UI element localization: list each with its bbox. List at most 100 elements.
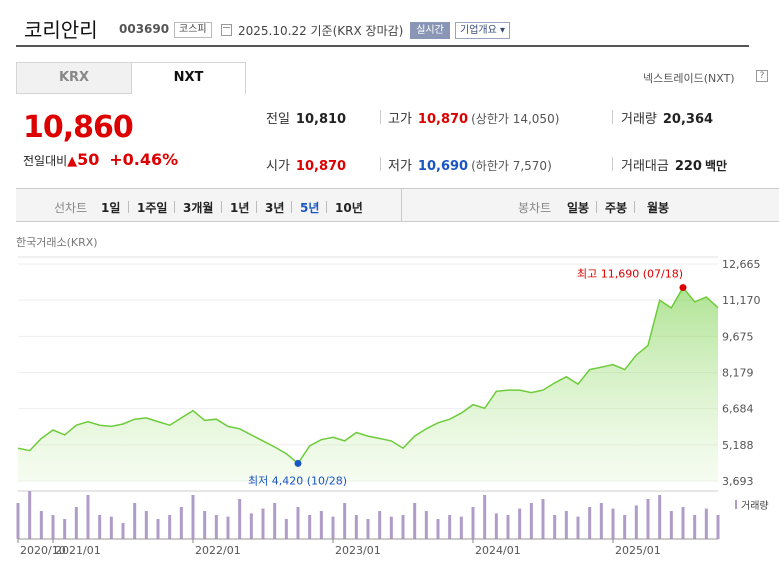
- period-3m[interactable]: 3개월: [183, 201, 214, 215]
- stat-divider: [612, 110, 613, 124]
- volume-bar: [168, 515, 172, 539]
- tab-krx[interactable]: KRX: [16, 62, 132, 94]
- period-bar: 선차트 1일 1주일 3개월 1년 3년 5년 10년 봉차트 일봉 주봉 월봉: [16, 188, 779, 222]
- volume-bar: [16, 503, 20, 539]
- volume-bar: [156, 519, 160, 539]
- company-info-button[interactable]: 기업개요 ▾: [455, 22, 510, 39]
- y-axis: 12,665 11,170 9,675 8,179 6,684 5,188 3,693: [722, 258, 761, 488]
- candle-daily[interactable]: 일봉: [567, 201, 590, 215]
- stat-open: 시가 10,870: [266, 155, 346, 174]
- period-divider: [291, 201, 292, 213]
- volume-bar: [331, 516, 335, 539]
- volume-bar: [121, 523, 125, 539]
- low-label: 저가: [388, 159, 412, 174]
- volume-bar: [436, 519, 440, 539]
- volume-bar: [646, 499, 650, 539]
- period-divider: [634, 201, 635, 213]
- volume-bar: [366, 519, 370, 539]
- trade-value: 220: [674, 159, 702, 174]
- x-tick-label: 2025/01: [615, 544, 661, 557]
- tab-nxt[interactable]: NXT: [131, 62, 246, 94]
- volume-bar: [249, 513, 253, 539]
- price-change: 전일대비▲50 +0.46%: [23, 150, 178, 169]
- volume-bar: [86, 495, 90, 539]
- period-1w[interactable]: 1주일: [137, 201, 168, 215]
- period-5y[interactable]: 5년: [300, 201, 320, 215]
- volume-bar: [693, 515, 697, 539]
- base-date: 2025.10.22 기준(KRX 장마감): [238, 24, 404, 38]
- volume-bar: [39, 511, 43, 539]
- stat-divider: [380, 110, 381, 124]
- volume-bar: [296, 507, 300, 539]
- stock-header: 코리안리 003690 코스피 2025.10.22 기준(KRX 장마감) 실…: [0, 0, 779, 47]
- low-value: 10,690: [417, 159, 469, 174]
- volume-bar: [203, 511, 207, 539]
- help-icon[interactable]: ?: [756, 70, 768, 82]
- volume-bar: [634, 505, 638, 539]
- volume-bar: [588, 507, 592, 539]
- period-divider: [128, 201, 129, 213]
- volume-bar: [28, 491, 32, 539]
- y-tick-label: 12,665: [722, 258, 761, 271]
- stat-divider: [380, 157, 381, 171]
- up-arrow-icon: ▲: [67, 154, 78, 169]
- price-line: [17, 286, 719, 465]
- stat-trade-value: 거래대금 220 백만: [621, 155, 727, 174]
- chart-annotations: 최고 11,690 (07/18) 최저 4,420 (10/28): [248, 268, 687, 487]
- volume-bar: [413, 503, 417, 539]
- stat-high: 고가 10,870 (상한가 14,050): [388, 108, 559, 127]
- x-tick-label: 2020/10: [20, 544, 66, 557]
- period-1d[interactable]: 1일: [101, 201, 121, 215]
- realtime-button[interactable]: 실시간: [410, 22, 450, 39]
- volume-bar: [378, 511, 382, 539]
- volume-bar: [459, 516, 463, 539]
- candle-weekly[interactable]: 주봉: [605, 201, 628, 215]
- volume-label: 거래량: [621, 112, 657, 127]
- volume-bar: [214, 515, 218, 539]
- volume-bar: [623, 515, 627, 539]
- volume-bar: [51, 515, 55, 539]
- period-3y[interactable]: 3년: [265, 201, 285, 215]
- period-divider: [221, 201, 222, 213]
- volume-bar: [144, 511, 148, 539]
- volume-bar: [424, 511, 428, 539]
- candle-chart-label: 봉차트: [518, 201, 552, 215]
- current-price: 10,860: [23, 110, 134, 145]
- calendar-icon: [221, 24, 232, 36]
- volume-bar: [354, 515, 358, 539]
- volume-bar: [471, 507, 475, 539]
- volume-bar: [109, 516, 113, 539]
- stat-volume: 거래량 20,364: [621, 108, 713, 127]
- change-percent: +0.46%: [109, 150, 179, 169]
- volume-bar: [343, 503, 347, 539]
- trade-value-unit: 백만: [704, 159, 728, 173]
- volume-bar: [553, 515, 557, 539]
- upper-limit: (상한가 14,050): [471, 112, 560, 126]
- period-10y[interactable]: 10년: [335, 201, 363, 215]
- low-marker: [294, 459, 302, 467]
- period-1y[interactable]: 1년: [230, 201, 250, 215]
- stock-code: 003690: [119, 22, 170, 36]
- period-bar-divider: [401, 189, 402, 221]
- volume-bar: [529, 503, 533, 539]
- candle-monthly[interactable]: 월봉: [647, 201, 670, 215]
- volume-bar: [576, 516, 580, 539]
- x-tick-label: 2024/01: [475, 544, 521, 557]
- period-divider: [256, 201, 257, 213]
- volume-bar: [681, 507, 685, 539]
- header-divider: [16, 45, 749, 47]
- high-annotation: 최고 11,690 (07/18): [577, 268, 683, 281]
- nextrade-link[interactable]: 넥스트레이드(NXT): [643, 72, 735, 85]
- x-tick-label: 2022/01: [195, 544, 241, 557]
- y-tick-label: 3,693: [722, 475, 754, 488]
- period-divider: [596, 201, 597, 213]
- volume-bar: [611, 508, 615, 539]
- volume-bar: [98, 515, 102, 539]
- volume-bar: [448, 515, 452, 539]
- x-tick-label: 2021/01: [55, 544, 101, 557]
- stat-prev-close: 전일 10,810: [266, 108, 346, 127]
- lower-limit: (하한가 7,570): [471, 159, 552, 173]
- volume-bar: [308, 515, 312, 539]
- volume-bar: [518, 508, 522, 539]
